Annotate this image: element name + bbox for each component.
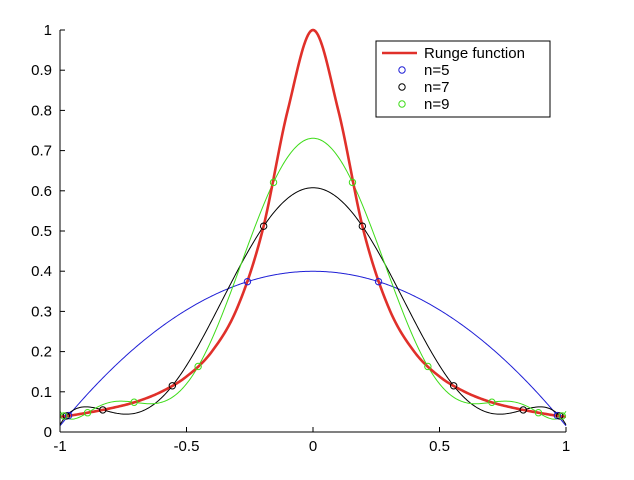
data-point — [62, 412, 71, 420]
data-point — [348, 178, 357, 187]
data-point — [558, 412, 566, 420]
y-tick-label: 0.2 — [31, 344, 52, 361]
y-tick-label: 0 — [44, 424, 52, 441]
axes-layer: -1 -0.5 0 0.5 1 0 0.1 0.2 0.3 0.4 0.5 0.6 0.7 0.8 0.9 1 — [31, 22, 570, 455]
y-tick-label: 0.4 — [31, 263, 52, 280]
x-tick-label: -0.5 — [174, 438, 200, 455]
data-point — [269, 178, 278, 187]
series-curve-1 — [59, 270, 567, 427]
data-point — [424, 362, 432, 371]
legend-entry-label: Runge function — [424, 45, 525, 62]
y-tick-label: 0.8 — [31, 102, 52, 119]
data-point — [99, 406, 107, 414]
y-tick-label: 0.1 — [31, 384, 52, 401]
data-point — [555, 412, 564, 420]
x-tick-label: 0.5 — [429, 438, 450, 455]
legend-entry-label: n=5 — [424, 62, 449, 79]
series-line-0 — [59, 28, 567, 419]
data-point — [534, 409, 543, 417]
legend-entry-label: n=7 — [424, 79, 449, 96]
y-tick-label: 0.3 — [31, 303, 52, 320]
data-point — [130, 398, 138, 406]
legend-entry-label: n=9 — [424, 96, 449, 113]
series-curve-2 — [59, 187, 567, 425]
data-point — [519, 406, 527, 414]
data-point — [488, 398, 496, 406]
legend-swatch — [398, 83, 406, 91]
data-point — [374, 277, 383, 286]
x-tick-label: 1 — [562, 438, 570, 455]
data-point — [243, 277, 252, 286]
data-point — [168, 382, 177, 390]
y-tick-label: 0.9 — [31, 62, 52, 79]
data-point — [194, 362, 202, 371]
x-tick-label: -1 — [53, 438, 66, 455]
markers-layer — [60, 178, 566, 420]
series-curve-3 — [59, 137, 567, 420]
y-tick-label: 0.7 — [31, 143, 52, 160]
curves-layer — [59, 28, 567, 427]
y-tick-label: 0.5 — [31, 223, 52, 240]
data-point — [83, 409, 92, 417]
data-point — [259, 222, 268, 230]
legend-swatch — [398, 66, 406, 74]
data-point — [60, 412, 68, 420]
legend-swatch — [398, 100, 406, 108]
y-tick-label: 0.6 — [31, 183, 52, 200]
data-point — [449, 382, 458, 390]
data-point — [358, 222, 367, 230]
y-tick-label: 1 — [44, 22, 52, 39]
x-tick-label: 0 — [309, 438, 317, 455]
